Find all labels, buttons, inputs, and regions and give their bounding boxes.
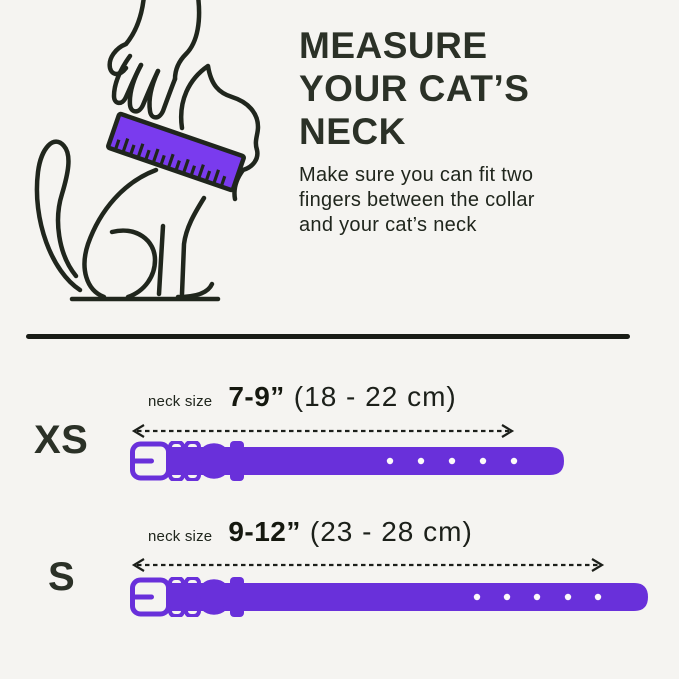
size-inches: 9-12”: [228, 516, 301, 547]
collar-slider: [230, 441, 244, 481]
collar-slider: [230, 577, 244, 617]
instruction-text: Make sure you can fit two fingers betwee…: [299, 163, 535, 238]
size-label-xs: XS: [34, 418, 89, 462]
size-info-xs: neck size 7-9” (18 - 22 cm): [148, 381, 457, 413]
section-divider: [26, 334, 630, 339]
collar-holes: [386, 457, 518, 465]
ruler-tick-marks: [114, 138, 227, 186]
page-title-line: YOUR CAT’S: [299, 68, 530, 109]
hand-fingers-outline: [147, 68, 178, 120]
neck-size-caption: neck size: [148, 528, 213, 545]
collar-d-ring: [196, 579, 232, 615]
hand-fingers-outline: [111, 53, 144, 106]
measurement-arrow-xs: [131, 424, 515, 438]
buckle-prong: [130, 594, 154, 600]
cat-head-outline: [178, 63, 261, 202]
collar-illustration-xs: [130, 441, 564, 481]
arrowhead-right: [501, 424, 515, 438]
arrowhead-left: [131, 558, 145, 572]
instruction-line: and your cat’s neck: [299, 214, 477, 236]
instruction-line: Make sure you can fit two: [299, 164, 534, 186]
size-inches: 7-9”: [228, 381, 285, 412]
arrowhead-left: [131, 424, 145, 438]
size-label-s: S: [48, 555, 76, 599]
cat-front-leg-outline: [156, 223, 166, 297]
cat-tail-outline: [34, 139, 83, 293]
cat-front-leg-outline: [179, 195, 207, 297]
page-title-line: NECK: [299, 111, 406, 152]
cat-measurement-illustration: [34, 0, 261, 302]
buckle-prong: [130, 458, 154, 464]
page-title-line: MEASURE: [299, 25, 488, 66]
measuring-ruler: [106, 111, 246, 193]
hand-outline: [107, 0, 146, 77]
size-cm-range: (23 - 28 cm): [309, 516, 473, 547]
collar-holes: [473, 593, 602, 601]
collar-illustration-s: [130, 577, 648, 617]
collar-strap: [166, 447, 564, 475]
neck-size-caption: neck size: [148, 393, 213, 410]
cat-haunch-outline: [109, 228, 158, 300]
cat-back-outline: [82, 167, 159, 300]
size-info-s: neck size 9-12” (23 - 28 cm): [148, 516, 473, 548]
collar-strap: [166, 583, 648, 611]
measurement-arrow-s: [131, 558, 605, 572]
size-cm-range: (18 - 22 cm): [293, 381, 457, 412]
collar-d-ring: [196, 443, 232, 479]
hand-outline: [172, 0, 202, 82]
page-title: MEASURE YOUR CAT’S NECK: [299, 24, 529, 153]
instruction-line: fingers between the collar: [299, 189, 535, 211]
arrowhead-right: [591, 558, 605, 572]
